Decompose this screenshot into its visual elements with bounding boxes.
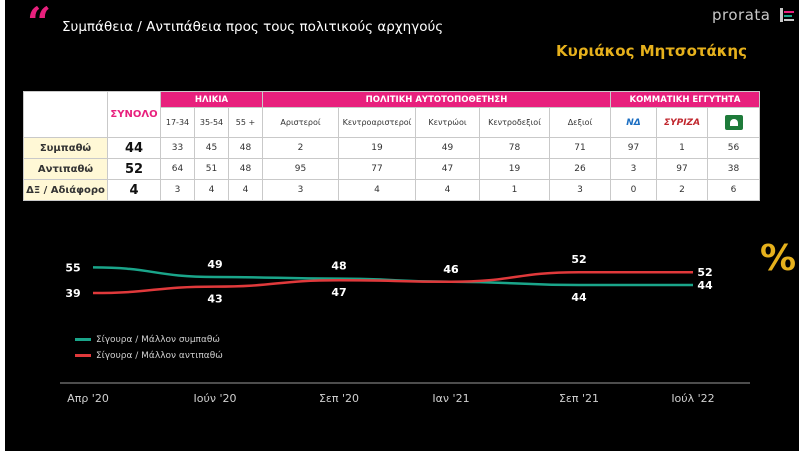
legend-item: Σίγουρα / Μάλλον συμπαθώ [75, 335, 220, 345]
col-header: Αριστεροί [262, 107, 339, 138]
brand-logo: prorata [712, 6, 771, 24]
pasok-logo-icon [724, 115, 743, 130]
table-cell: 45 [194, 137, 229, 159]
x-tick-label: Ιούλ '22 [671, 392, 714, 405]
table-cell: 19 [479, 158, 550, 180]
x-tick-label: Σεπ '21 [559, 392, 599, 405]
col-header: Δεξιοί [549, 107, 611, 138]
table-cell: 49 [415, 137, 480, 159]
data-label: 39 [65, 287, 80, 300]
table-row: ΔΞ / Αδιάφορο 4 3 4 4 3 4 4 1 3 0 2 6 [23, 179, 760, 201]
total-header: ΣΥΝΟΛΟ [107, 91, 161, 138]
table-cell: 38 [707, 158, 760, 180]
total-cell: 4 [107, 179, 161, 201]
series-line-1 [92, 270, 693, 295]
group-header-party: ΚΟΜΜΑΤΙΚΗ ΕΓΓΥΤΗΤΑ [610, 91, 760, 108]
table-cell: 48 [228, 158, 263, 180]
quote-icon: “ [27, 0, 52, 47]
table-cell: 95 [262, 158, 339, 180]
table-cell: 3 [262, 179, 339, 201]
page-title: Συμπάθεια / Αντιπάθεια προς τους πολιτικ… [62, 19, 444, 35]
data-label: 47 [331, 286, 346, 299]
total-cell: 44 [107, 137, 161, 159]
slide: “ Συμπάθεια / Αντιπάθεια προς τους πολιτ… [5, 0, 799, 451]
table-cell: 4 [194, 179, 229, 201]
data-label: 49 [207, 258, 222, 271]
table-cell: 0 [610, 179, 657, 201]
table-cell: 4 [338, 179, 416, 201]
table-cell: 26 [549, 158, 611, 180]
data-label: 44 [571, 291, 587, 304]
total-cell: 52 [107, 158, 161, 180]
percent-icon: % [760, 238, 797, 279]
table-cell: 4 [415, 179, 480, 201]
table-cell: 48 [228, 137, 263, 159]
x-tick-label: Ιαν '21 [432, 392, 469, 405]
data-label: 46 [443, 263, 459, 276]
data-label: 43 [207, 293, 222, 306]
legend-label: Σίγουρα / Μάλλον αντιπαθώ [96, 351, 223, 361]
nd-logo-icon: ΝΔ [626, 117, 641, 128]
syriza-logo-icon: ΣΥΡΙΖΑ [663, 117, 701, 128]
leader-name: Κυριάκος Μητσοτάκης [556, 42, 747, 60]
table-cell: 64 [160, 158, 195, 180]
x-tick-label: Ιούν '20 [193, 392, 236, 405]
party-logo-syriza: ΣΥΡΙΖΑ [656, 107, 708, 138]
table-cell: 51 [194, 158, 229, 180]
row-label: Αντιπαθώ [23, 158, 108, 180]
table-cell: 3 [549, 179, 611, 201]
data-label: 44 [697, 279, 713, 292]
data-label: 48 [331, 260, 346, 273]
data-label: 46 [443, 263, 459, 276]
table-cell: 19 [338, 137, 416, 159]
col-header: Κεντρώοι [415, 107, 480, 138]
col-header: 35-54 [194, 107, 229, 138]
party-logo-nd: ΝΔ [610, 107, 657, 138]
group-header-ideology: ΠΟΛΙΤΙΚΗ ΑΥΤΟΤΟΠΟΘΕΤΗΣΗ [262, 91, 611, 108]
table-cell: 3 [160, 179, 195, 201]
line-chart: Απρ '20 Ιούν '20 Σεπ '20 Ιαν '21 Σεπ '21 Ιούλ… [60, 253, 750, 405]
col-header: Κεντροαριστεροί [338, 107, 416, 138]
party-logo-pasok [707, 107, 760, 138]
x-tick-label: Σεπ '20 [319, 392, 359, 405]
table-cell: 4 [228, 179, 263, 201]
col-header: 17-34 [160, 107, 195, 138]
table-row: Αντιπαθώ 52 64 51 48 95 77 47 19 26 3 97… [23, 158, 760, 180]
legend-swatch [75, 338, 91, 341]
data-label: 52 [571, 253, 586, 266]
table-cell: 97 [610, 137, 657, 159]
group-header-age: ΗΛΙΚΙΑ [160, 91, 263, 108]
table-cell: 1 [479, 179, 550, 201]
table-cell: 71 [549, 137, 611, 159]
table-cell: 1 [656, 137, 708, 159]
table-cell: 3 [610, 158, 657, 180]
legend-swatch [75, 354, 91, 357]
corner-cell [23, 91, 108, 138]
table-cell: 97 [656, 158, 708, 180]
brand-logo-icon [780, 8, 794, 22]
data-label: 52 [697, 266, 712, 279]
row-label: Συμπαθώ [23, 137, 108, 159]
legend-item: Σίγουρα / Μάλλον αντιπαθώ [75, 351, 223, 361]
legend-label: Σίγουρα / Μάλλον συμπαθώ [96, 335, 220, 345]
table-cell: 77 [338, 158, 416, 180]
data-label: 55 [65, 261, 80, 274]
table-cell: 78 [479, 137, 550, 159]
poll-table: ΣΥΝΟΛΟ ΗΛΙΚΙΑ ΠΟΛΙΤΙΚΗ ΑΥΤΟΤΟΠΟΘΕΤΗΣΗ ΚΟ… [23, 91, 760, 201]
row-label: ΔΞ / Αδιάφορο [23, 179, 108, 201]
table-cell: 2 [656, 179, 708, 201]
series-line-0 [92, 266, 693, 287]
x-tick-label: Απρ '20 [67, 392, 109, 405]
col-header: 55 + [228, 107, 263, 138]
table-row: Συμπαθώ 44 33 45 48 2 19 49 78 71 97 1 5… [23, 137, 760, 159]
table-cell: 56 [707, 137, 760, 159]
col-header: Κεντροδεξιοί [479, 107, 550, 138]
table-cell: 33 [160, 137, 195, 159]
table-cell: 6 [707, 179, 760, 201]
table-cell: 47 [415, 158, 480, 180]
table-cell: 2 [262, 137, 339, 159]
